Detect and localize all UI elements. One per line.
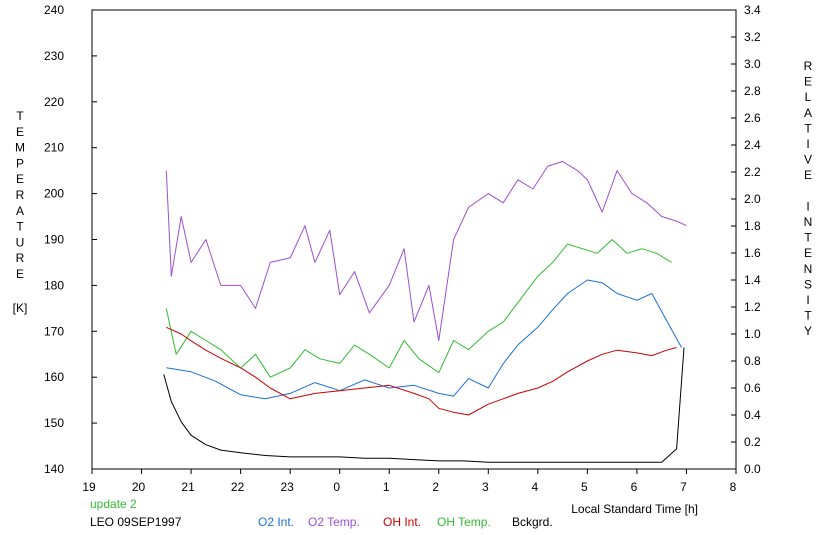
left-tick-label: 220 bbox=[44, 95, 64, 109]
y-left-label-letter: U bbox=[16, 235, 25, 249]
x-tick-label: 22 bbox=[231, 480, 245, 494]
right-tick-label: 0.0 bbox=[744, 462, 761, 476]
y-left-label-letter: E bbox=[16, 267, 24, 281]
y-right-label-letter: R bbox=[804, 59, 813, 73]
right-tick-label: 2.2 bbox=[744, 165, 761, 179]
right-tick-label: 2.6 bbox=[744, 111, 761, 125]
legend-entry: OH Temp. bbox=[437, 515, 491, 529]
right-tick-label: 0.8 bbox=[744, 354, 761, 368]
right-tick-label: 0.2 bbox=[744, 435, 761, 449]
x-tick-label: 21 bbox=[181, 480, 195, 494]
right-tick-label: 1.0 bbox=[744, 327, 761, 341]
y-right-label-letter: I bbox=[806, 293, 809, 307]
y-right-label-letter: E bbox=[804, 75, 812, 89]
y-right-label-letter: N bbox=[804, 262, 813, 276]
x-tick-label: 5 bbox=[581, 480, 588, 494]
x-axis-ticks: 19 20 21 22 23 0 1 2 3 4 5 6 7 8 bbox=[82, 469, 737, 494]
left-tick-label: 200 bbox=[44, 187, 64, 201]
y-left-label-letter: T bbox=[16, 109, 24, 123]
y-right-label-letter: I bbox=[806, 199, 809, 213]
station-label: LEO 09SEP1997 bbox=[90, 515, 182, 529]
legend-entry: OH Int. bbox=[383, 515, 421, 529]
series-line-oh_int bbox=[166, 326, 677, 416]
x-tick-label: 0 bbox=[333, 480, 340, 494]
y-left-label-letter: P bbox=[16, 156, 24, 170]
right-tick-label: 1.2 bbox=[744, 300, 761, 314]
x-tick-label: 20 bbox=[132, 480, 146, 494]
right-tick-label: 3.4 bbox=[744, 3, 761, 17]
right-tick-label: 1.4 bbox=[744, 273, 761, 287]
y-right-label-letter: N bbox=[804, 215, 813, 229]
right-tick-label: 2.0 bbox=[744, 192, 761, 206]
legend-entry: O2 Int. bbox=[258, 515, 294, 529]
y-left-label-letter: A bbox=[16, 204, 24, 218]
legend-entry: O2 Temp. bbox=[308, 515, 360, 529]
left-tick-label: 150 bbox=[44, 416, 64, 430]
right-tick-label: 1.6 bbox=[744, 246, 761, 260]
y-right-label-letter: V bbox=[804, 153, 812, 167]
y-right-label-letter: S bbox=[804, 277, 812, 291]
right-tick-label: 2.8 bbox=[744, 84, 761, 98]
y-left-label-letter: E bbox=[16, 172, 24, 186]
left-axis-ticks: 140 150 160 170 180 190 200 210 220 230 240 bbox=[44, 3, 97, 476]
left-tick-label: 160 bbox=[44, 370, 64, 384]
right-tick-label: 3.2 bbox=[744, 30, 761, 44]
y-left-label-letter: R bbox=[16, 251, 25, 265]
x-tick-label: 3 bbox=[482, 480, 489, 494]
x-tick-label: 23 bbox=[280, 480, 294, 494]
x-tick-label: 1 bbox=[383, 480, 390, 494]
series-line-o2_temp bbox=[165, 161, 687, 341]
right-tick-label: 0.6 bbox=[744, 381, 761, 395]
left-tick-label: 240 bbox=[44, 3, 64, 17]
right-tick-label: 3.0 bbox=[744, 57, 761, 71]
y-left-label-letter: M bbox=[15, 141, 25, 155]
y-right-label-letter: E bbox=[804, 168, 812, 182]
left-tick-label: 190 bbox=[44, 233, 64, 247]
y-left-label-letter: E bbox=[16, 125, 24, 139]
y-right-label-letter: A bbox=[804, 106, 812, 120]
y-right-label-letter: L bbox=[805, 90, 812, 104]
left-tick-label: 230 bbox=[44, 49, 64, 63]
plot-frame bbox=[91, 9, 737, 470]
x-tick-label: 8 bbox=[730, 480, 737, 494]
right-tick-label: 1.8 bbox=[744, 219, 761, 233]
x-axis-label: Local Standard Time [h] bbox=[571, 502, 698, 516]
y-left-unit: [K] bbox=[13, 301, 28, 315]
left-tick-label: 180 bbox=[44, 278, 64, 292]
series-line-o2_int bbox=[166, 279, 682, 400]
left-tick-label: 210 bbox=[44, 141, 64, 155]
left-tick-label: 140 bbox=[44, 462, 64, 476]
left-tick-label: 170 bbox=[44, 324, 64, 338]
series-line-oh_temp bbox=[165, 239, 672, 378]
x-tick-label: 6 bbox=[631, 480, 638, 494]
x-tick-label: 19 bbox=[82, 480, 96, 494]
x-tick-label: 7 bbox=[680, 480, 687, 494]
series-line-bckgrd bbox=[163, 347, 685, 463]
right-tick-label: 2.4 bbox=[744, 138, 761, 152]
right-tick-label: 0.4 bbox=[744, 408, 761, 422]
y-right-label-letter: E bbox=[804, 246, 812, 260]
y-left-label-letter: T bbox=[16, 220, 24, 234]
x-tick-label: 4 bbox=[532, 480, 539, 494]
right-axis-ticks: 0.0 0.2 0.4 0.6 0.8 1.0 1.2 1.4 1.6 1.8 2.0 2.2 2.4 2… bbox=[731, 3, 761, 476]
y-left-label-letter: R bbox=[16, 188, 25, 202]
y-right-label-letter: T bbox=[804, 309, 812, 323]
y-right-label-letter: T bbox=[804, 231, 812, 245]
legend: O2 Int. O2 Temp. OH Int. OH Temp. Bckgrd. bbox=[258, 515, 553, 529]
x-tick-label: 2 bbox=[432, 480, 439, 494]
y-right-label-letter: I bbox=[806, 137, 809, 151]
legend-entry: Bckgrd. bbox=[512, 515, 553, 529]
update-label: update 2 bbox=[90, 497, 137, 511]
series-layer bbox=[163, 161, 687, 463]
y-right-label-letter: T bbox=[804, 121, 812, 135]
y-right-label-letter: Y bbox=[804, 324, 812, 338]
